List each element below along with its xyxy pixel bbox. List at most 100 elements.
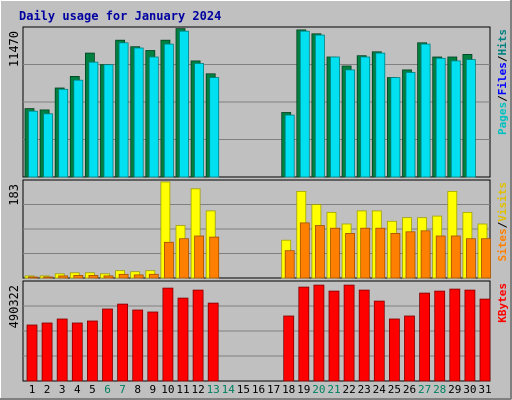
- legend-visits: Sites/Visits: [496, 182, 509, 262]
- bar-sites-day-8: [133, 274, 144, 279]
- bar-files-day-6: [103, 64, 114, 178]
- day-label-11: 11: [176, 383, 189, 396]
- bar-sites-day-31: [481, 238, 491, 279]
- bar-kbytes-day-25: [388, 318, 400, 382]
- day-label-2: 2: [44, 383, 51, 396]
- bar-kbytes-day-20: [313, 284, 325, 382]
- bar-kbytes-day-26: [404, 315, 415, 382]
- bar-files-day-27: [420, 43, 431, 178]
- bar-files-day-10: [163, 43, 174, 178]
- bar-files-day-9: [148, 56, 159, 178]
- bar-files-day-13: [209, 77, 220, 178]
- panel-kbytes: 490322 KBytes: [7, 280, 509, 382]
- day-label-26: 26: [403, 383, 416, 396]
- bar-files-day-7: [118, 42, 129, 178]
- day-label-7: 7: [119, 383, 126, 396]
- bar-kbytes-day-5: [87, 320, 98, 382]
- day-label-17: 17: [267, 383, 280, 396]
- bar-sites-day-12: [194, 235, 205, 279]
- bar-sites-day-30: [465, 238, 476, 279]
- bar-kbytes-day-22: [343, 284, 355, 382]
- bar-kbytes-day-19: [298, 286, 310, 382]
- bar-sites-day-10: [163, 241, 174, 279]
- bar-sites-day-5: [88, 274, 99, 279]
- bar-sites-day-22: [345, 232, 356, 279]
- bar-files-day-12: [194, 63, 205, 178]
- bar-kbytes-day-31: [479, 298, 491, 382]
- bar-files-day-25: [390, 77, 401, 178]
- day-label-23: 23: [358, 383, 371, 396]
- bar-kbytes-day-24: [373, 300, 385, 382]
- bar-kbytes-day-1: [26, 324, 38, 382]
- day-label-25: 25: [388, 383, 401, 396]
- bar-files-day-20: [314, 34, 325, 178]
- bar-files-day-28: [435, 57, 446, 178]
- legend-separator: /: [496, 221, 509, 228]
- day-label-1: 1: [29, 383, 36, 396]
- bar-kbytes-day-29: [449, 288, 461, 382]
- bar-sites-day-13: [209, 236, 220, 279]
- bar-kbytes-day-28: [434, 290, 446, 382]
- chart-title: Daily usage for January 2024: [19, 9, 221, 23]
- bar-files-day-3: [58, 88, 69, 178]
- bar-kbytes-day-8: [132, 309, 144, 382]
- bar-files-day-1: [28, 110, 38, 178]
- bar-sites-day-19: [299, 222, 310, 279]
- day-label-12: 12: [191, 383, 204, 396]
- bar-sites-day-11: [179, 238, 189, 279]
- bar-kbytes-day-13: [207, 302, 219, 382]
- day-label-29: 29: [448, 383, 461, 396]
- day-label-18: 18: [282, 383, 295, 396]
- day-label-3: 3: [59, 383, 66, 396]
- day-label-22: 22: [342, 383, 355, 396]
- day-label-4: 4: [74, 383, 81, 396]
- day-label-20: 20: [312, 383, 325, 396]
- bar-files-day-11: [179, 30, 189, 178]
- bar-sites-day-29: [450, 235, 461, 279]
- bar-files-day-8: [133, 47, 144, 178]
- bar-files-day-30: [465, 59, 476, 178]
- bar-kbytes-day-27: [419, 292, 431, 382]
- bar-sites-day-4: [73, 274, 84, 279]
- day-label-27: 27: [418, 383, 431, 396]
- bar-sites-day-21: [330, 227, 340, 279]
- bar-kbytes-day-3: [56, 318, 68, 382]
- bar-sites-day-7: [118, 273, 129, 279]
- y-max-label-visits: 183: [7, 184, 21, 206]
- legend-hits: Pages/Files/Hits: [496, 29, 509, 135]
- panel-visits: 183 Sites/Visits: [7, 179, 509, 279]
- bar-sites-day-27: [420, 230, 431, 279]
- bar-kbytes-day-4: [71, 322, 83, 382]
- legend-kbytes: KBytes: [496, 283, 509, 323]
- legend-item-kbytes: KBytes: [496, 283, 509, 323]
- bar-files-day-26: [405, 72, 416, 178]
- bar-sites-day-18: [284, 250, 295, 279]
- bar-files-day-23: [360, 56, 371, 178]
- day-label-31: 31: [478, 383, 491, 396]
- legend-item-sites: Sites: [496, 228, 509, 261]
- legend-item-pages: Pages: [496, 102, 509, 135]
- bar-files-day-18: [284, 114, 295, 178]
- bar-kbytes-day-2: [41, 322, 53, 382]
- bar-kbytes-day-18: [283, 315, 295, 382]
- legend-item-hits: Hits: [496, 29, 509, 56]
- day-label-9: 9: [149, 383, 156, 396]
- bar-kbytes-day-11: [177, 297, 189, 382]
- day-label-19: 19: [297, 383, 310, 396]
- bar-sites-day-3: [58, 275, 69, 279]
- bar-kbytes-day-6: [102, 308, 113, 382]
- bar-sites-day-26: [405, 231, 416, 279]
- bar-sites-day-23: [360, 227, 371, 279]
- bar-files-day-19: [299, 30, 310, 178]
- day-label-21: 21: [327, 383, 340, 396]
- bar-files-day-24: [375, 52, 386, 178]
- bar-kbytes-day-10: [162, 287, 174, 382]
- bar-sites-day-6: [103, 275, 114, 279]
- day-label-15: 15: [237, 383, 250, 396]
- day-label-5: 5: [89, 383, 96, 396]
- bar-kbytes-day-9: [147, 311, 159, 382]
- day-label-8: 8: [134, 383, 141, 396]
- legend-separator: /: [496, 55, 509, 62]
